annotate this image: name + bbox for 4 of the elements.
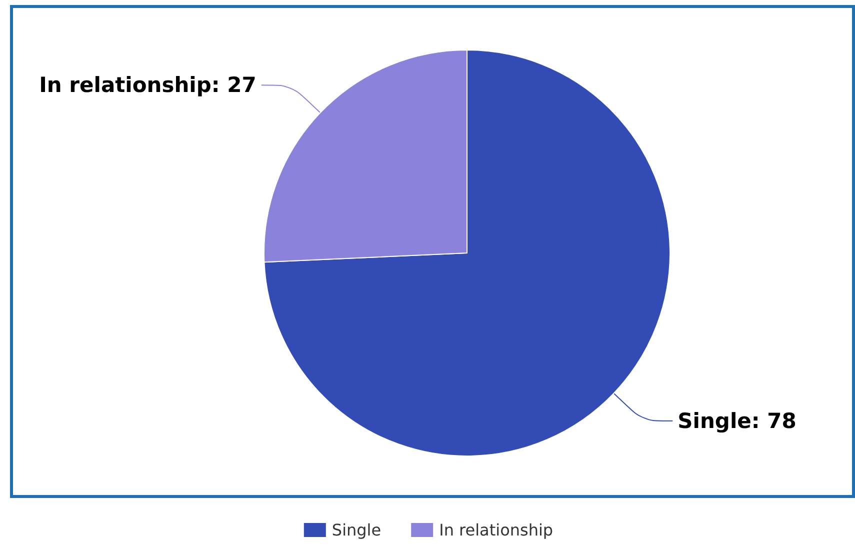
data-label: Single: 78 (678, 408, 796, 433)
data-label: In relationship: 27 (39, 73, 256, 98)
legend-label: Single (332, 520, 382, 540)
legend-label: In relationship (439, 520, 554, 540)
